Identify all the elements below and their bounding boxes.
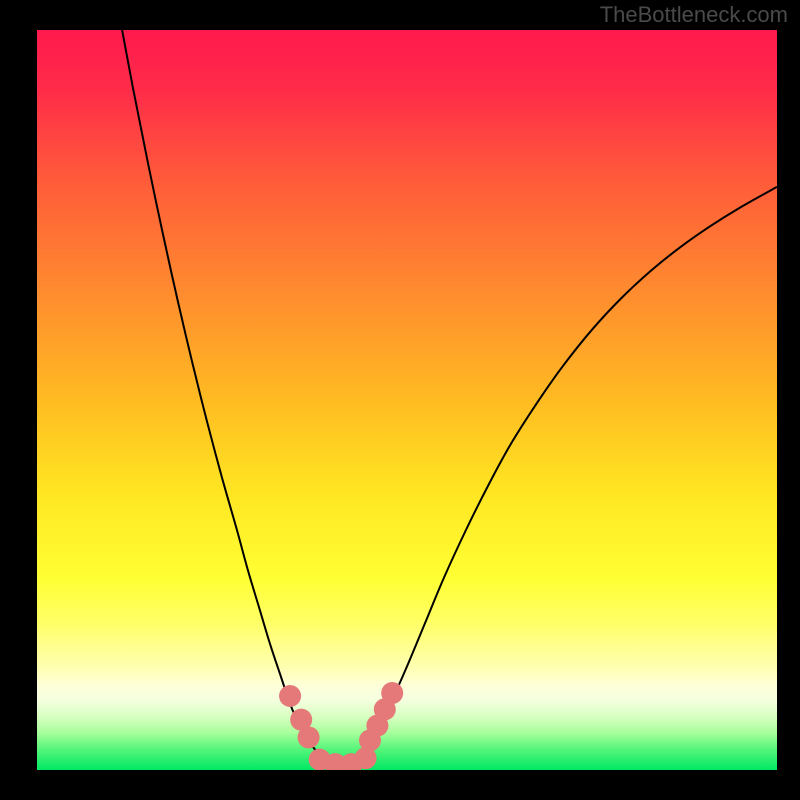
curve-layer	[37, 30, 777, 770]
plot-area	[37, 30, 777, 770]
trough-marker-dot	[279, 685, 301, 707]
watermark-text: TheBottleneck.com	[600, 2, 788, 28]
trough-marker-dot	[381, 682, 403, 704]
bottleneck-curve-right	[348, 187, 777, 763]
trough-markers	[279, 682, 403, 770]
bottleneck-curve-left	[122, 30, 333, 763]
trough-marker-dot	[298, 726, 320, 748]
